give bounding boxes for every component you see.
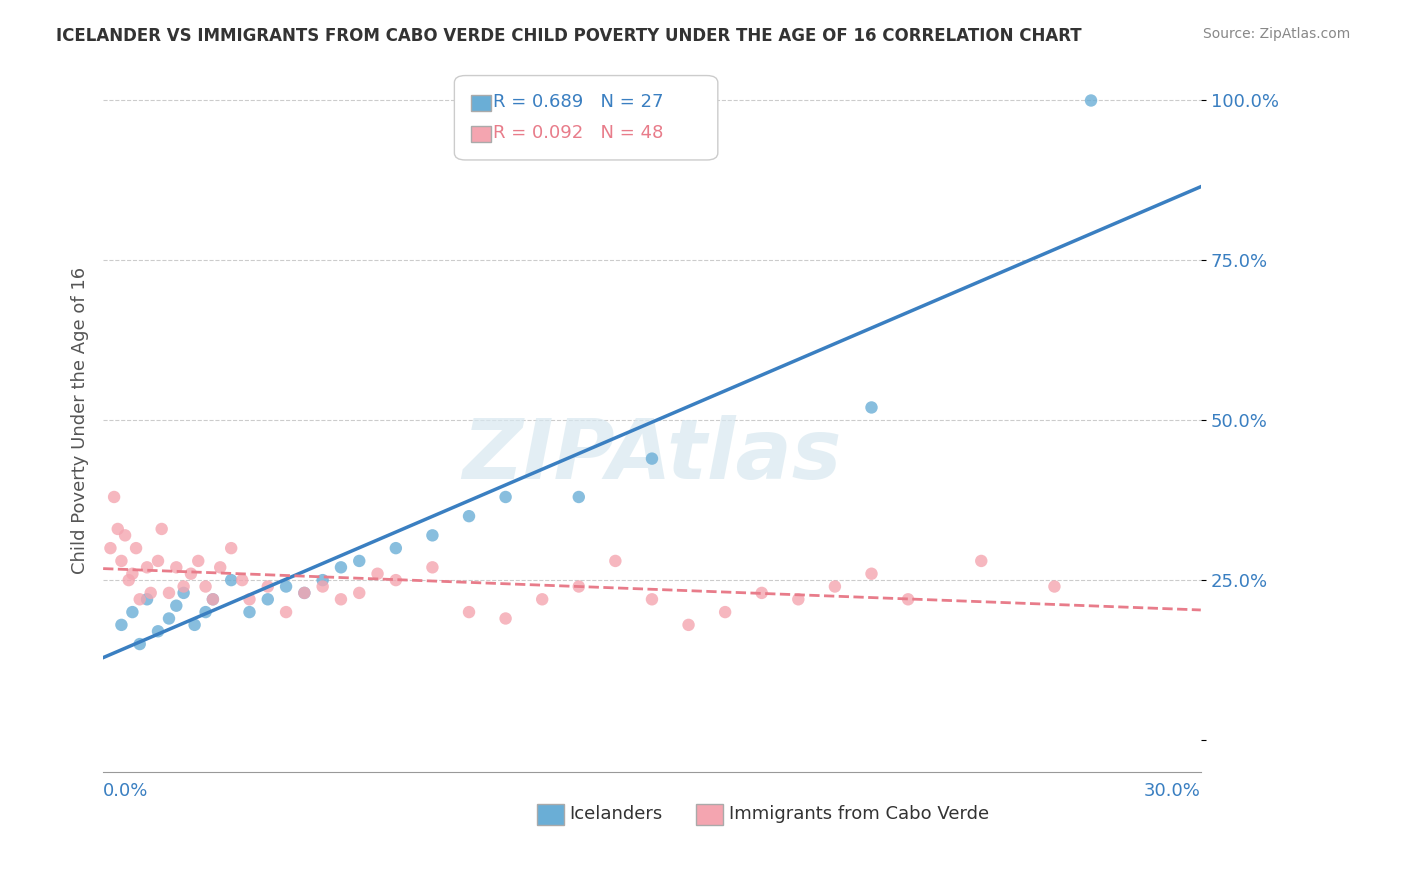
Point xyxy=(385,541,408,556)
Point xyxy=(568,580,591,594)
Point xyxy=(103,490,125,504)
Point xyxy=(231,573,253,587)
Point xyxy=(110,554,132,568)
Point xyxy=(330,592,353,607)
Point xyxy=(349,554,371,568)
Point xyxy=(114,528,136,542)
Point xyxy=(100,541,122,556)
Point xyxy=(605,554,627,568)
Point xyxy=(311,580,333,594)
Text: ICELANDER VS IMMIGRANTS FROM CABO VERDE CHILD POVERTY UNDER THE AGE OF 16 CORREL: ICELANDER VS IMMIGRANTS FROM CABO VERDE … xyxy=(56,27,1081,45)
Text: Source: ZipAtlas.com: Source: ZipAtlas.com xyxy=(1202,27,1350,41)
Point xyxy=(678,618,700,632)
Point xyxy=(495,490,517,504)
Point xyxy=(292,586,315,600)
Point xyxy=(385,573,408,587)
FancyBboxPatch shape xyxy=(454,76,718,160)
Point xyxy=(367,566,389,581)
Point xyxy=(641,451,664,466)
Point xyxy=(330,560,353,574)
Point xyxy=(110,618,132,632)
Point xyxy=(201,592,224,607)
Point xyxy=(194,605,217,619)
Point xyxy=(238,605,260,619)
Point xyxy=(157,586,180,600)
Point xyxy=(751,586,773,600)
Point xyxy=(125,541,148,556)
Point xyxy=(209,560,232,574)
Point xyxy=(824,580,846,594)
Point xyxy=(219,541,242,556)
Point xyxy=(118,573,141,587)
Point xyxy=(238,592,260,607)
Point xyxy=(641,592,664,607)
Point xyxy=(422,560,444,574)
FancyBboxPatch shape xyxy=(471,95,491,111)
Point xyxy=(568,490,591,504)
Point xyxy=(136,592,159,607)
Point xyxy=(458,509,481,524)
Point xyxy=(121,566,143,581)
Point xyxy=(274,580,297,594)
Point xyxy=(1043,580,1066,594)
Point xyxy=(128,592,150,607)
Point xyxy=(531,592,554,607)
Point xyxy=(150,522,173,536)
Point xyxy=(274,605,297,619)
Text: 30.0%: 30.0% xyxy=(1144,781,1201,799)
FancyBboxPatch shape xyxy=(696,804,723,825)
FancyBboxPatch shape xyxy=(537,804,564,825)
Text: ZIPAtlas: ZIPAtlas xyxy=(463,415,842,496)
Point xyxy=(897,592,920,607)
Point xyxy=(311,573,333,587)
Point xyxy=(183,618,205,632)
Text: Immigrants from Cabo Verde: Immigrants from Cabo Verde xyxy=(728,805,988,823)
Text: 0.0%: 0.0% xyxy=(103,781,149,799)
Point xyxy=(970,554,993,568)
Point xyxy=(714,605,737,619)
Point xyxy=(458,605,481,619)
Point xyxy=(146,554,169,568)
Y-axis label: Child Poverty Under the Age of 16: Child Poverty Under the Age of 16 xyxy=(72,267,89,574)
Point xyxy=(349,586,371,600)
Point xyxy=(128,637,150,651)
Point xyxy=(787,592,810,607)
Point xyxy=(495,611,517,625)
Point xyxy=(139,586,162,600)
Point xyxy=(146,624,169,639)
Point xyxy=(219,573,242,587)
Point xyxy=(256,592,278,607)
Point xyxy=(173,586,195,600)
Point xyxy=(1080,94,1102,108)
Point xyxy=(187,554,209,568)
Point xyxy=(860,401,883,415)
Point xyxy=(194,580,217,594)
Point xyxy=(292,586,315,600)
Point xyxy=(165,560,187,574)
Point xyxy=(107,522,129,536)
Point xyxy=(121,605,143,619)
Point xyxy=(173,580,195,594)
Point xyxy=(180,566,202,581)
Point xyxy=(201,592,224,607)
Text: R = 0.092   N = 48: R = 0.092 N = 48 xyxy=(492,124,664,142)
Text: R = 0.689   N = 27: R = 0.689 N = 27 xyxy=(492,94,664,112)
Point xyxy=(136,560,159,574)
Point xyxy=(157,611,180,625)
Point xyxy=(256,580,278,594)
Point xyxy=(165,599,187,613)
Point xyxy=(860,566,883,581)
FancyBboxPatch shape xyxy=(471,126,491,142)
Point xyxy=(422,528,444,542)
Text: Icelanders: Icelanders xyxy=(569,805,662,823)
